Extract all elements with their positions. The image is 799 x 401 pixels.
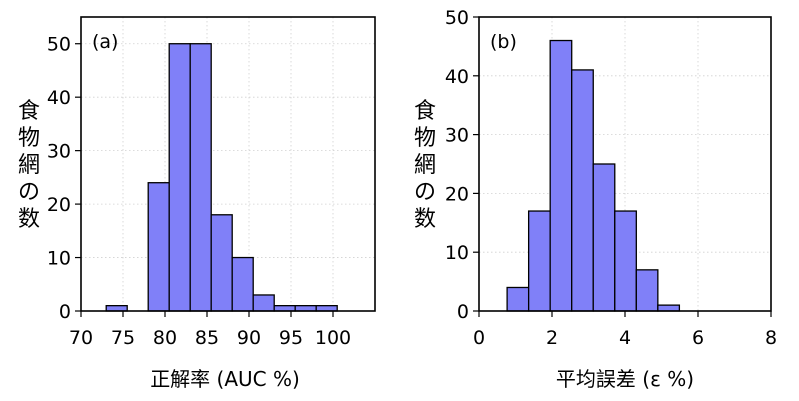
x-tick-label: 75 bbox=[111, 327, 135, 349]
histogram-panel-mean-error: 0 2 4 6 8 0 10 20 30 40 50 (b) 平均誤差 (ε %) 食物網の数 bbox=[414, 7, 777, 391]
y-tick-label: 10 bbox=[47, 248, 71, 270]
y-tick-label: 50 bbox=[445, 7, 469, 29]
plot-frame bbox=[80, 16, 376, 312]
y-tick-label: 10 bbox=[445, 242, 469, 264]
panel-label: (a) bbox=[92, 31, 118, 53]
histogram-bar bbox=[273, 305, 296, 312]
x-tick-label: 80 bbox=[153, 327, 177, 349]
x-tick-label: 0 bbox=[473, 327, 485, 349]
x-tick-label: 6 bbox=[692, 327, 704, 349]
histogram-bar bbox=[571, 69, 594, 312]
histogram-bar bbox=[592, 163, 616, 312]
x-tick-label: 95 bbox=[279, 327, 303, 349]
histogram-bar bbox=[657, 304, 681, 312]
histogram-bar bbox=[294, 305, 317, 312]
histogram-bar bbox=[315, 305, 338, 312]
y-tick-label: 40 bbox=[47, 87, 71, 109]
x-tick-label: 8 bbox=[765, 327, 777, 349]
histogram-bar bbox=[527, 210, 551, 312]
y-tick-label: 20 bbox=[445, 183, 469, 205]
y-tick-label: 0 bbox=[457, 301, 469, 323]
histogram-bar bbox=[549, 39, 573, 312]
y-axis-label: 食物網の数 bbox=[18, 99, 40, 232]
histogram-bar bbox=[231, 256, 254, 312]
histogram-panel-accuracy: 70 75 80 85 90 95 100 0 10 20 30 40 50 (a) 正解率 (AUC %)… bbox=[18, 16, 376, 391]
x-tick-label: 90 bbox=[237, 327, 261, 349]
histogram-bar bbox=[210, 214, 233, 312]
histogram-bar bbox=[252, 294, 275, 312]
histogram-bar bbox=[635, 269, 659, 312]
histogram-bar bbox=[189, 43, 212, 312]
histogram-bar bbox=[506, 286, 530, 312]
histogram-bar bbox=[614, 210, 637, 312]
histogram-bar bbox=[105, 305, 128, 312]
x-tick-label: 2 bbox=[546, 327, 558, 349]
histogram-bar bbox=[147, 182, 170, 312]
x-axis-label: 正解率 (AUC %) bbox=[150, 367, 300, 391]
y-tick-label: 50 bbox=[47, 34, 71, 56]
histogram-bar bbox=[168, 43, 191, 312]
y-tick-label: 30 bbox=[47, 141, 71, 163]
y-tick-label: 30 bbox=[445, 125, 469, 147]
x-tick-label: 70 bbox=[69, 327, 93, 349]
y-tick-label: 40 bbox=[445, 66, 469, 88]
panel-label: (b) bbox=[490, 31, 517, 53]
x-tick-label: 100 bbox=[315, 327, 351, 349]
y-tick-label: 20 bbox=[47, 194, 71, 216]
x-tick-label: 85 bbox=[195, 327, 219, 349]
y-tick-label: 0 bbox=[59, 301, 71, 323]
x-tick-label: 4 bbox=[619, 327, 631, 349]
y-axis-label: 食物網の数 bbox=[414, 99, 436, 232]
x-axis-label: 平均誤差 (ε %) bbox=[556, 367, 694, 391]
